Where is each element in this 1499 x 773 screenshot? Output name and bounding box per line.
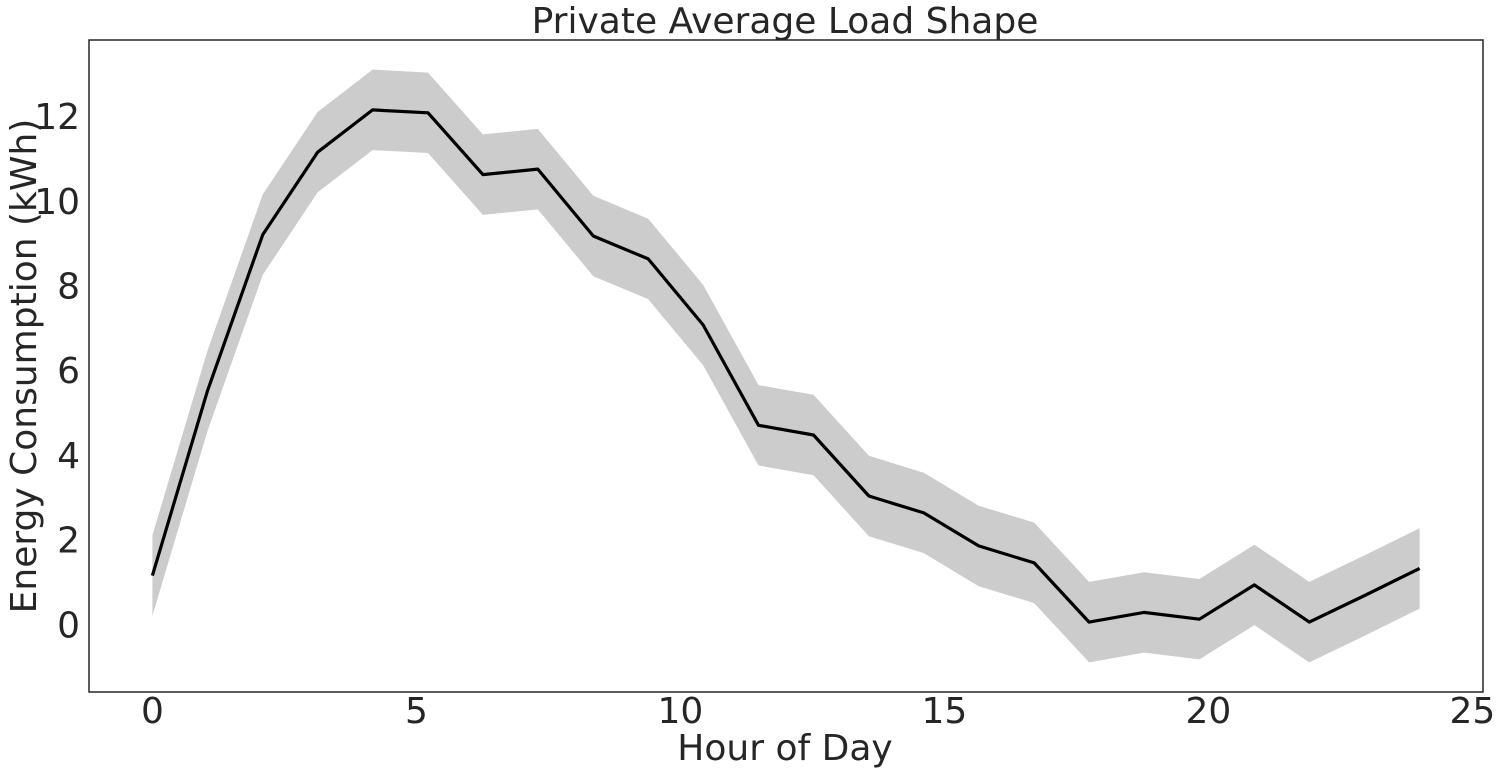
y-tick-label: 8 — [57, 267, 80, 308]
plot-area — [150, 69, 1421, 663]
y-tick-label: 6 — [57, 351, 80, 392]
x-tick-label: 10 — [657, 691, 703, 732]
y-tick-label: 12 — [34, 97, 80, 138]
x-tick-label: 5 — [405, 691, 428, 732]
x-tick-label: 0 — [141, 691, 164, 732]
plot-frame — [88, 39, 1484, 693]
y-tick-label: 2 — [57, 521, 80, 562]
mean-load-line — [150, 108, 1421, 624]
x-tick-label: 15 — [921, 691, 967, 732]
y-tick-label: 10 — [34, 182, 80, 223]
y-tick-label: 0 — [57, 605, 80, 646]
chart-title: Private Average Load Shape — [532, 1, 1039, 42]
x-tick-labels: 0 5 10 15 20 25 — [141, 691, 1495, 732]
x-tick-label: 25 — [1449, 691, 1495, 732]
y-tick-labels: 0 2 4 6 8 10 12 — [34, 97, 80, 646]
y-axis-label: Energy Consumption (kWh) — [4, 119, 45, 614]
x-axis-label: Hour of Day — [677, 728, 892, 769]
y-tick-label: 4 — [57, 436, 80, 477]
x-tick-label: 20 — [1185, 691, 1231, 732]
confidence-band — [152, 69, 1420, 663]
